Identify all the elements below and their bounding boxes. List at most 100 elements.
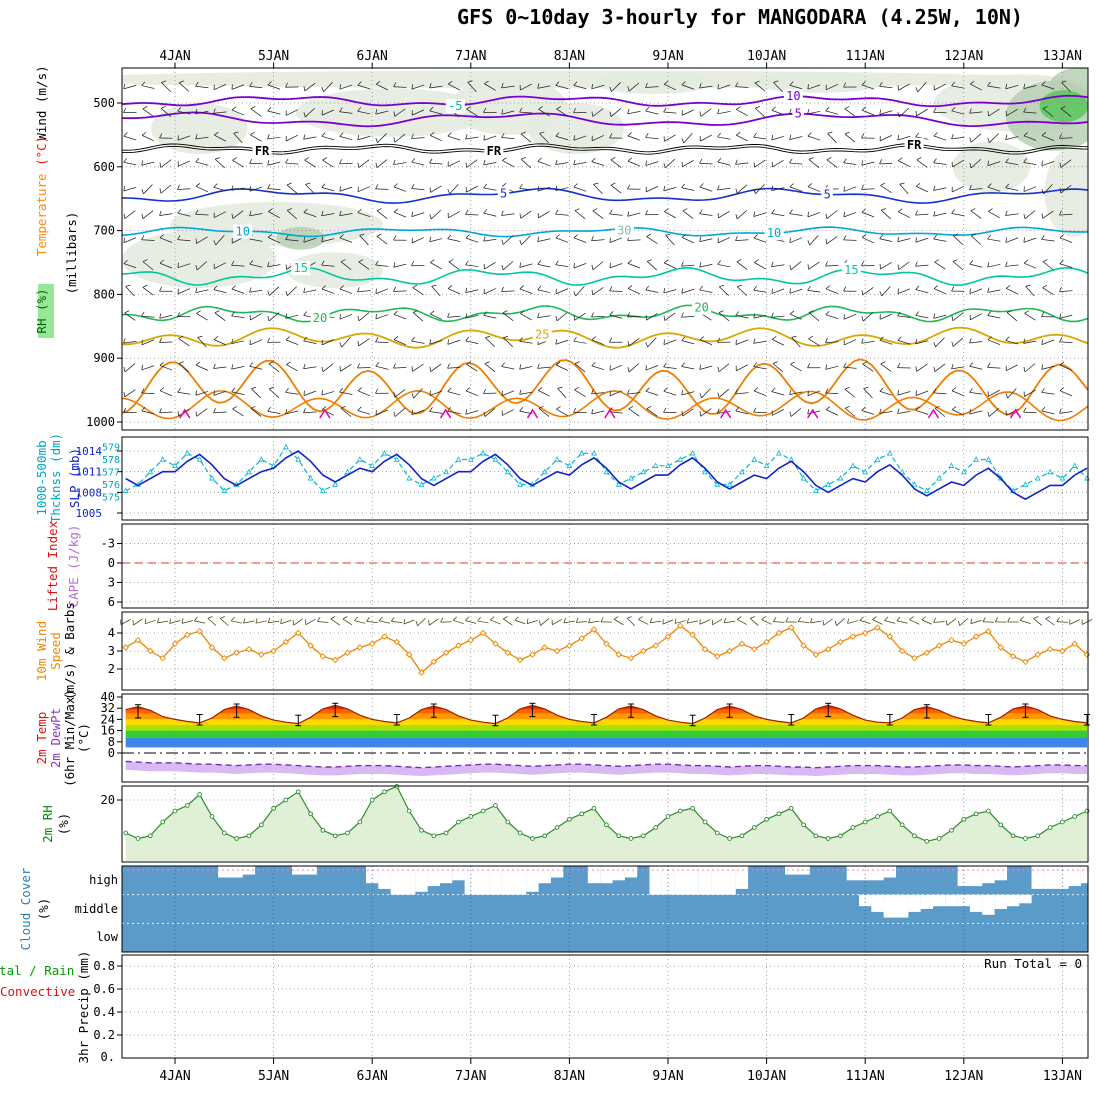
contour-label: 10 [786, 89, 800, 103]
wind-barb [249, 339, 263, 346]
wind-barb-feather [269, 386, 275, 390]
wind-barb [465, 213, 479, 216]
wind-barb [556, 408, 568, 416]
cloud-row-label: middle [75, 902, 118, 916]
wind-barb-feather [502, 310, 508, 314]
wind-barb-feather [699, 285, 704, 291]
wind-barb [574, 210, 586, 219]
cloud-white-middle [859, 894, 872, 907]
wind-barb [645, 289, 659, 293]
wind-barb [521, 235, 531, 245]
wind-barb [1045, 618, 1055, 626]
cloud-white-high [587, 866, 601, 884]
wind-barb-feather [231, 387, 236, 393]
wind-barb [789, 213, 803, 217]
rh-marker [604, 822, 609, 828]
wind-barb-feather [574, 386, 579, 391]
wind-barb [286, 184, 298, 194]
day-label-top: 13JAN [1043, 49, 1082, 64]
wind-barb-feather [879, 109, 882, 115]
wind10m-marker [492, 640, 499, 648]
y-label-lifted-index: Lifted Index [45, 520, 60, 611]
wind-barb-feather [193, 616, 198, 622]
wind-barb [825, 409, 839, 416]
wind-barb [293, 618, 303, 626]
wind-barb-feather [123, 391, 125, 397]
wind10m-marker [849, 633, 857, 640]
wind-barb-feather [945, 620, 948, 626]
wind-barb-feather [773, 80, 779, 83]
wind-barb [753, 136, 767, 140]
wind-barb-feather [843, 362, 847, 368]
slp-tick-label: 1005 [76, 507, 103, 520]
wind-barb-feather [321, 390, 324, 396]
wind-barb [808, 338, 820, 347]
wind-barb-feather [753, 407, 757, 413]
wind-barb [141, 365, 155, 371]
cloud-white-high [969, 866, 983, 887]
wind-barb-feather [213, 108, 216, 114]
temp-tick-label: 24 [101, 712, 115, 726]
wind-barb-feather [141, 81, 146, 86]
wind-barb-feather [393, 159, 396, 165]
wind10m-marker [307, 642, 314, 649]
wind-barb [1023, 340, 1037, 344]
wind-barb-feather [251, 386, 257, 390]
wind-barb-feather [790, 361, 795, 365]
wind10m-marker [948, 636, 955, 644]
wind-barb [339, 84, 353, 90]
wind-barb [465, 264, 479, 267]
wind-barb [465, 340, 479, 344]
rh-marker [1047, 825, 1053, 830]
magenta-mark [179, 408, 191, 419]
wind-barb-feather [627, 211, 630, 217]
wind-barb-feather [555, 234, 560, 239]
wind-barb [665, 235, 675, 246]
rh-marker [308, 811, 313, 817]
wind-barb [952, 312, 964, 322]
wind-barb [195, 390, 209, 396]
wind-barb [627, 160, 641, 167]
wind-barb-feather [354, 616, 359, 621]
wind-barb-feather [627, 616, 633, 619]
wind-barb [177, 135, 191, 141]
wind-barb [789, 288, 803, 294]
wind-barb-feather [231, 185, 234, 191]
wind-barb-feather [321, 132, 326, 137]
wind-barb [1059, 213, 1073, 216]
wind-barb-feather [267, 290, 270, 296]
wind-barb-feather [951, 286, 955, 292]
wind-barb [810, 620, 822, 624]
wind-barb-feather [285, 158, 289, 164]
wind-barb-feather [969, 108, 972, 114]
wind-barb [366, 620, 378, 624]
wind-barb [393, 314, 407, 320]
wind-barb [357, 212, 371, 217]
wind-barb [431, 286, 441, 297]
wind-barb-feather [987, 311, 992, 316]
wind-barb-feather [736, 616, 742, 620]
wind-barb [213, 84, 227, 91]
wind-barb [1060, 159, 1072, 168]
wind-barb [159, 390, 173, 397]
wind-barb-feather [123, 407, 127, 413]
wind-barb-feather [735, 159, 738, 165]
wind-barb-feather [645, 285, 650, 291]
pressure-tick-label: 600 [93, 160, 115, 174]
wind-barb [429, 618, 439, 626]
wind10m-marker [763, 638, 770, 646]
wind-barb-feather [142, 106, 148, 110]
wind-barb [826, 236, 838, 245]
wind-barb-feather [177, 184, 180, 190]
wind-barb [645, 365, 659, 371]
rh-marker [936, 836, 942, 841]
wind-barb-feather [771, 261, 774, 267]
wind-barb-feather [485, 335, 491, 339]
y-label-temperature-word: Temperature [34, 166, 49, 256]
wind10m-marker [640, 647, 647, 655]
wind-barb-feather [501, 264, 504, 271]
wind-barb [807, 186, 821, 192]
wind-barb [682, 160, 694, 168]
wind-barb [141, 135, 155, 142]
wind-barb [915, 410, 929, 415]
